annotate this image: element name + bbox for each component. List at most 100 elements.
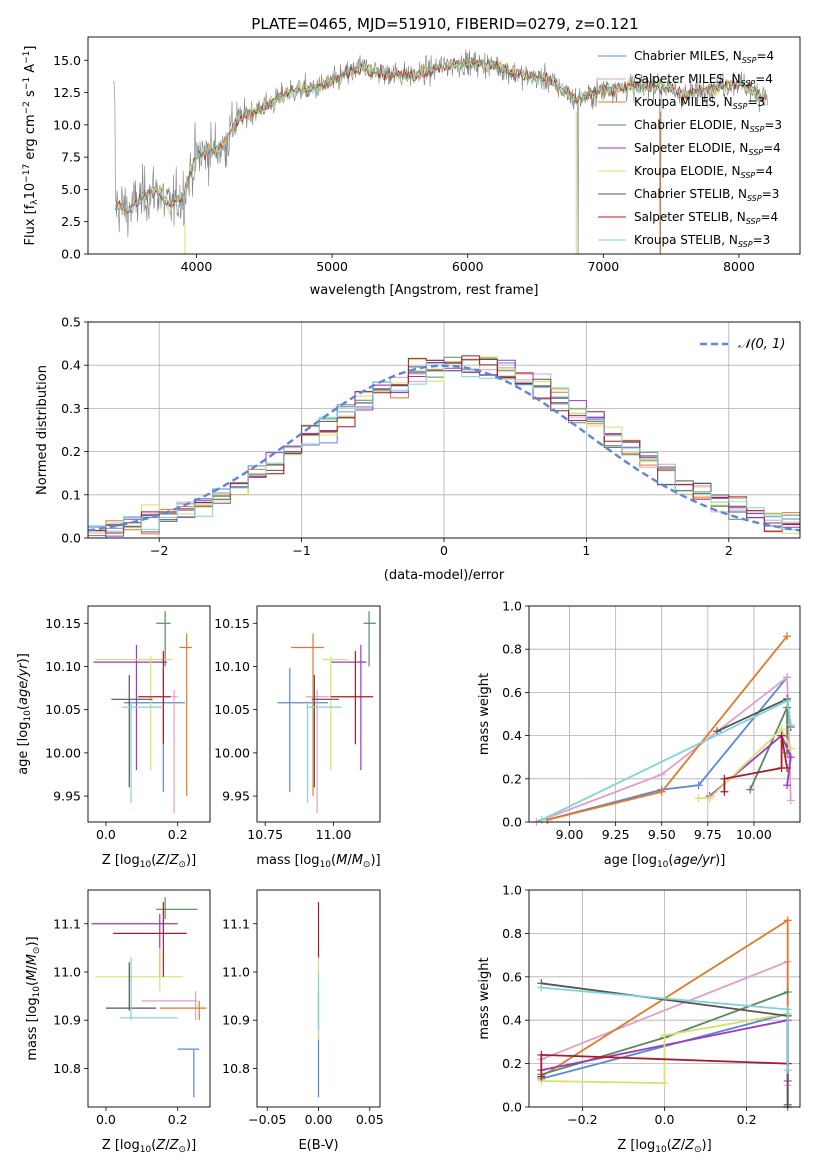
series-marker (786, 753, 795, 762)
spectrum-ylabel-part: ] (23, 46, 38, 51)
y-tick-label: 10.05 (45, 702, 81, 717)
massweight-vs-age-frame (528, 605, 801, 823)
legend-entry-sub: SSP (733, 102, 748, 111)
massweight-vs-age-xlabel-part: 10 (657, 860, 669, 870)
y-tick-label: 0.8 (502, 642, 522, 657)
age-vs-Z-xlabel-part: 10 (140, 860, 152, 870)
x-tick-label: −0.05 (248, 1112, 286, 1127)
legend-entry-suffix: =4 (755, 72, 773, 86)
y-tick-label: 10.9 (53, 1013, 81, 1028)
x-tick-label: 0.0 (96, 1112, 116, 1127)
spectrum-ylabel: Flux [fλ10−17 erg cm−2 s−1 A−1] (22, 46, 40, 246)
age-vs-mass-xlabel-part: M (352, 853, 363, 868)
x-tick-label: 9.75 (694, 827, 722, 842)
y-tick-label: 1.0 (502, 883, 522, 898)
y-tick-label: 9.95 (222, 789, 250, 804)
legend-entry-sub: SSP (742, 56, 757, 65)
mass-vs-Z-ylabel-part: ( (25, 981, 40, 986)
spectrum-model-salpeter-stelib (114, 57, 767, 213)
mass-vs-Z-xlabel-part: Z (155, 1138, 166, 1153)
spectrum-model-kroupa-stelib (114, 58, 767, 213)
legend-entry-main: Kroupa ELODIE, N (634, 164, 741, 178)
age-vs-Z-points (93, 611, 193, 814)
x-tick-label: 0.0 (655, 1112, 675, 1127)
legend-entry: Kroupa ELODIE, NSSP=4 (634, 164, 773, 180)
x-tick-label: −0.2 (567, 1112, 597, 1127)
y-tick-label: 0.0 (502, 815, 522, 830)
series-marker (783, 632, 792, 641)
mass-vs-Z-ylabel-part: ⊙ (32, 947, 42, 955)
legend-entry-sub: SSP (747, 194, 762, 203)
massweight-vs-age-axes: 9.00 9.25 9.50 9.75 10.00 0.0 0.2 0.4 0.6 0.8 1.0 (502, 599, 800, 842)
x-tick-label: 0.2 (737, 1112, 757, 1127)
massweight-vs-age-xlabel-part: age [log (604, 853, 657, 868)
series-marker (783, 697, 792, 706)
age-vs-Z-xlabel-part: ⊙ (178, 860, 186, 870)
age-vs-mass-xlabel-part: )] (370, 853, 380, 868)
spectrum-ylabel-part: −17 (22, 164, 32, 183)
massweight-vs-Z-series (537, 916, 792, 1111)
x-tick-label: 0.05 (356, 1112, 384, 1127)
x-tick-label: 8000 (723, 259, 755, 274)
legend-entry: Kroupa STELIB, NSSP=3 (634, 233, 770, 249)
x-tick-label: 0.2 (168, 827, 188, 842)
y-tick-label: 10.15 (214, 616, 250, 631)
y-tick-label: 0.5 (61, 315, 81, 330)
legend-entry: Chabrier ELODIE, NSSP=3 (634, 118, 782, 134)
x-tick-label: 7000 (587, 259, 619, 274)
legend-entry: Kroupa MILES, NSSP=3 (634, 95, 765, 111)
series-marker (537, 1050, 546, 1059)
age-vs-Z-xlabel-part: / (165, 853, 170, 868)
series-marker (720, 787, 729, 796)
figure-title: PLATE=0465, MJD=51910, FIBERID=0279, z=0… (251, 15, 638, 33)
age-vs-mass-xlabel-part: ⊙ (363, 860, 371, 870)
age-vs-Z-xlabel: Z [log10(Z/Z⊙)] (102, 853, 196, 870)
y-tick-label: 0.4 (502, 728, 522, 743)
y-tick-label: 10.0 (53, 117, 81, 132)
age-vs-Z-ylabel-part: ( (16, 705, 31, 710)
legend-entry-sub: SSP (741, 79, 756, 88)
spectrum-ylabel-part: 10 (23, 183, 38, 200)
legend-entry-suffix: =3 (747, 95, 765, 109)
y-tick-label: 2.5 (61, 214, 81, 229)
age-vs-mass-xlabel-part: 10 (320, 860, 332, 870)
series-marker (657, 770, 666, 779)
massweight-vs-Z-ylabel-part: mass weight (477, 957, 492, 1039)
series-marker (786, 796, 795, 805)
massweight-vs-Z-ylabel: mass weight (477, 957, 492, 1039)
y-tick-label: 0.0 (61, 531, 81, 546)
x-tick-label: 2 (725, 543, 733, 558)
series-line (698, 727, 792, 800)
massweight-vs-Z-xlabel-part: / (681, 1138, 686, 1153)
legend-entry-suffix: =4 (755, 164, 773, 178)
series-line (547, 676, 788, 821)
mass-vs-Z-frame (87, 889, 211, 1108)
legend-entry-main: Salpeter ELODIE, N (634, 141, 748, 155)
y-tick-label: 7.5 (61, 150, 81, 165)
series-marker (660, 1031, 669, 1040)
spectrum-model-kroupa-elodie (114, 60, 767, 216)
massweight-vs-Z-xlabel-part: Z (671, 1138, 682, 1153)
legend-entry: Salpeter ELODIE, NSSP=4 (634, 141, 781, 157)
massweight-vs-age-ylabel-part: mass weight (477, 673, 492, 755)
mass-vs-EBV-xlabel: E(B-V) (298, 1138, 338, 1153)
spectrum-ylabel-part: A (23, 64, 38, 77)
age-vs-mass-xlabel-part: / (347, 853, 352, 868)
massweight-vs-age-xlabel: age [log10(age/yr)] (604, 853, 726, 870)
y-tick-label: 15.0 (53, 53, 81, 68)
series-marker (537, 1072, 546, 1081)
mass-vs-Z-xlabel-part: Z (169, 1138, 180, 1153)
y-tick-label: 1.0 (502, 599, 522, 614)
x-tick-label: 10.75 (247, 827, 283, 842)
age-vs-Z-ylabel: age [log10(age/yr)] (16, 653, 33, 775)
mass-vs-Z-ylabel-part: )] (25, 936, 40, 946)
series-marker (660, 1079, 669, 1088)
age-vs-mass-xlabel-part: mass [log (256, 853, 319, 868)
series-marker (786, 720, 795, 729)
massweight-vs-Z-xlabel-part: Z [log (617, 1138, 655, 1153)
age-vs-mass-xlabel-part: ( (331, 853, 336, 868)
x-tick-label: 9.00 (556, 827, 584, 842)
y-tick-label: 11.0 (222, 964, 250, 979)
legend-entry-sub: SSP (738, 240, 753, 249)
